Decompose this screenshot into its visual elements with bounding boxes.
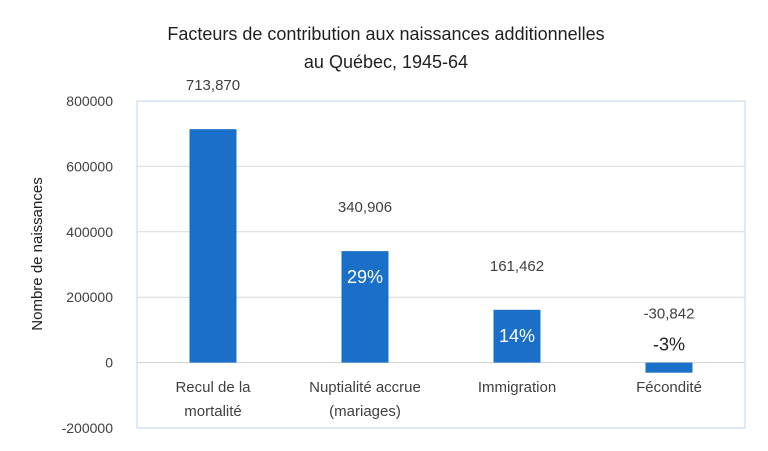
bar bbox=[645, 362, 693, 373]
chart-title-line-2: au Québec, 1945-64 bbox=[304, 52, 468, 72]
percent-label: 14% bbox=[499, 326, 535, 346]
y-axis-label: Nombre de naissances bbox=[29, 177, 46, 330]
data-label: -30,842 bbox=[644, 306, 695, 323]
y-tick-label: -200000 bbox=[62, 420, 114, 436]
category-label: Immigration bbox=[478, 379, 556, 396]
category-label: Recul de la bbox=[175, 379, 251, 396]
y-tick-label: 800000 bbox=[66, 93, 113, 109]
y-tick-label: 400000 bbox=[66, 224, 113, 240]
bar bbox=[341, 251, 389, 363]
category-label: (mariages) bbox=[329, 403, 401, 420]
plot-border bbox=[136, 100, 746, 429]
data-label: 340,906 bbox=[338, 199, 392, 216]
percent-label: 29% bbox=[347, 267, 383, 287]
data-label: 161,462 bbox=[490, 258, 544, 275]
y-tick-label: 0 bbox=[105, 355, 113, 371]
category-label: Nuptialité accrue bbox=[309, 379, 421, 396]
category-label: Fécondité bbox=[636, 379, 702, 396]
plot-area: -200000 0 200000 400000 600000 800000 713,870 R… bbox=[62, 77, 746, 436]
y-tick-label: 600000 bbox=[66, 158, 113, 174]
data-label: 713,870 bbox=[186, 77, 240, 94]
chart-title-line-1: Facteurs de contribution aux naissances … bbox=[167, 24, 604, 44]
percent-label: -3% bbox=[653, 335, 685, 355]
bar bbox=[189, 129, 237, 363]
bar bbox=[493, 309, 541, 363]
category-label: mortalité bbox=[184, 403, 242, 420]
y-tick-label: 200000 bbox=[66, 289, 113, 305]
